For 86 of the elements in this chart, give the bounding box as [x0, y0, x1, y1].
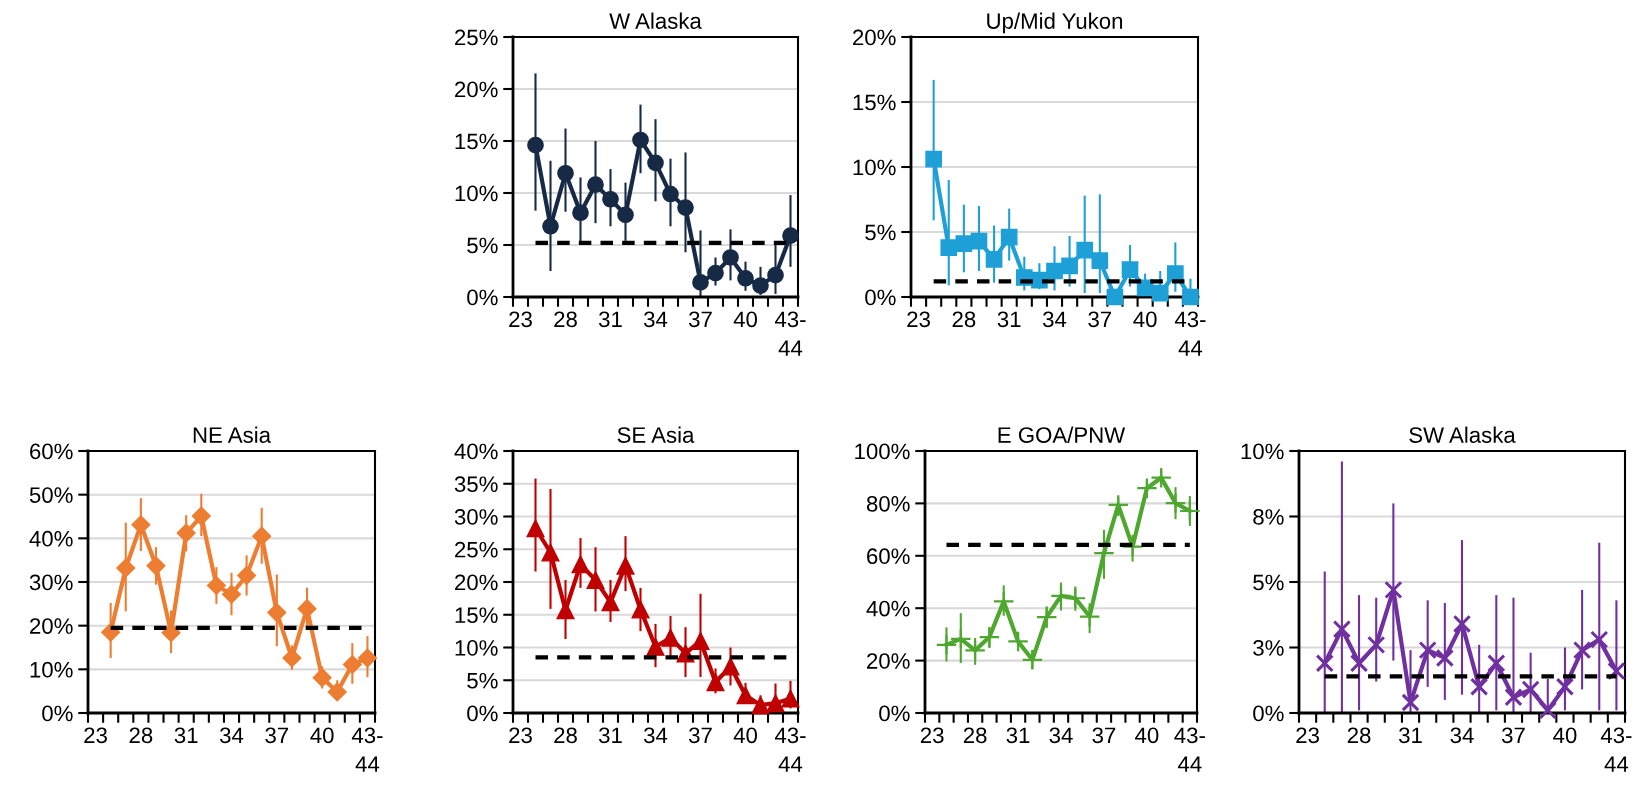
y-tick-label: 20% [455, 574, 498, 591]
y-tick-label: 0% [42, 705, 73, 722]
y-tick-label: 10% [853, 159, 896, 176]
x-tick-label: 43- 44 [351, 727, 383, 772]
x-tick-label: 37 [688, 311, 712, 328]
y-tick-label: 0% [865, 289, 896, 306]
y-tick-label: 60% [867, 548, 910, 565]
x-tick-label: 37 [1088, 311, 1112, 328]
x-tick-label: 23 [84, 727, 107, 744]
chart-title: Up/Mid Yukon [987, 12, 1123, 34]
y-tick-label: 40% [866, 600, 910, 617]
x-tick-label: 37 [265, 727, 289, 744]
x-tick-label: 43- 44 [1174, 311, 1206, 356]
y-tick-label: 5% [865, 224, 896, 241]
y-tick-label: 8% [1253, 509, 1284, 525]
x-tick-label: 34 [1042, 311, 1067, 328]
y-tick-label: 0% [879, 705, 910, 722]
x-tick-label: 31 [997, 311, 1021, 328]
y-tick-label: 20% [867, 653, 910, 669]
x-tick-label: 37 [1501, 727, 1525, 744]
x-tick-label: 23 [907, 311, 930, 328]
x-tick-label: 40 [733, 311, 757, 328]
y-tick-label: 15% [455, 133, 498, 150]
x-tick-label: 43- 44 [1174, 727, 1205, 772]
y-tick-label: 35% [454, 476, 498, 493]
x-tick-label: 37 [688, 727, 712, 744]
y-tick-label: 5% [1253, 574, 1284, 591]
x-tick-label: 23 [509, 727, 532, 744]
x-tick-label: 28 [1347, 727, 1371, 744]
y-tick-label: 40% [454, 443, 498, 460]
x-tick-label: 43- 44 [774, 311, 806, 356]
y-tick-label: 0% [467, 289, 498, 306]
chart-title: SE Asia [617, 426, 695, 443]
y-tick-label: 10% [455, 640, 498, 656]
y-tick-label: 25% [455, 29, 498, 46]
y-tick-label: 40% [29, 530, 73, 547]
chart-title: E GOA/PNW [998, 426, 1126, 443]
x-tick-label: 23 [1296, 727, 1319, 744]
y-tick-label: 20% [30, 618, 73, 634]
y-tick-label: 0% [467, 705, 498, 722]
x-tick-label: 40 [310, 727, 334, 744]
x-tick-label: 34 [643, 311, 668, 328]
y-tick-label: 3% [1253, 640, 1284, 656]
x-tick-label: 34 [643, 727, 668, 744]
y-tick-label: 0% [1253, 705, 1284, 722]
y-tick-label: 15% [455, 607, 498, 624]
x-tick-label: 31 [1399, 727, 1422, 744]
x-tick-label: 31 [598, 311, 622, 328]
y-tick-label: 10% [455, 185, 498, 202]
x-tick-label: 40 [1553, 727, 1577, 744]
x-tick-label: 23 [920, 727, 944, 744]
x-tick-label: 34 [1049, 727, 1073, 744]
y-tick-label: 25% [455, 541, 498, 558]
x-tick-label: 31 [1006, 727, 1030, 744]
y-tick-label: 5% [467, 672, 498, 689]
y-tick-label: 15% [853, 94, 896, 111]
x-tick-label: 28 [554, 727, 577, 744]
x-tick-label: 28 [963, 727, 987, 744]
y-tick-label: 30% [29, 574, 73, 591]
y-tick-label: 10% [1241, 443, 1284, 460]
x-tick-label: 43- 44 [1600, 727, 1632, 772]
x-tick-label: 34 [1450, 727, 1474, 744]
y-tick-label: 10% [30, 661, 73, 678]
y-tick-label: 20% [853, 29, 896, 46]
x-tick-label: 31 [174, 727, 198, 744]
chart-title: SW Alaska [1409, 426, 1516, 443]
y-tick-label: 60% [30, 443, 73, 460]
x-tick-label: 40 [1133, 311, 1157, 328]
y-tick-label: 100% [855, 443, 910, 460]
x-tick-label: 28 [129, 727, 153, 744]
x-tick-label: 40 [1135, 727, 1159, 744]
y-tick-label: 20% [455, 81, 498, 98]
x-tick-label: 28 [952, 311, 976, 328]
x-tick-label: 40 [733, 727, 757, 744]
y-tick-label: 5% [467, 237, 498, 254]
x-tick-label: 23 [509, 311, 532, 328]
x-tick-label: 43- 44 [774, 727, 806, 772]
x-tick-label: 37 [1092, 727, 1116, 744]
y-tick-label: 30% [454, 509, 498, 525]
y-tick-label: 50% [29, 487, 73, 503]
x-tick-label: 31 [598, 727, 622, 744]
chart-title: NE Asia [193, 426, 272, 443]
x-tick-label: 28 [554, 311, 577, 328]
y-tick-label: 80% [866, 495, 910, 512]
x-tick-label: 34 [219, 727, 244, 744]
chart-title: W Alaska [609, 12, 702, 29]
